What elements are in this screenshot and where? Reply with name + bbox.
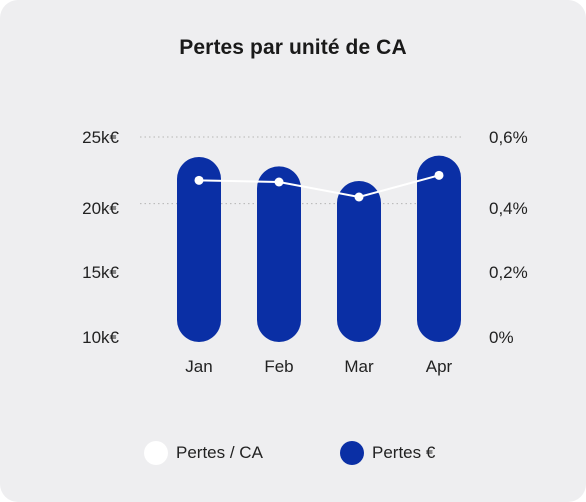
x-tick-apr: Apr [426,357,453,376]
legend-swatch-losses [340,441,364,465]
right-tick-1: 0,2% [489,263,528,282]
legend-item-losses: Pertes € [340,440,435,466]
right-axis-ticks: 0% 0,2% 0,4% 0,6% [489,128,528,347]
ratio-point-apr [434,170,444,180]
x-tick-feb: Feb [264,357,293,376]
combo-chart: 10k€ 15k€ 20k€ 25k€ 0% 0,2% 0,4% 0,6% Jan Feb Ma… [82,128,528,376]
left-tick-1: 15k€ [82,263,119,282]
ratio-point-feb [274,177,284,187]
ratio-line-path [198,174,440,199]
right-tick-0: 0% [489,328,514,347]
ratio-point-jan [194,175,204,185]
bar-feb [257,166,301,342]
x-axis-ticks: Jan Feb Mar Apr [185,357,452,376]
bar-apr [417,155,461,342]
x-tick-mar: Mar [344,357,374,376]
right-tick-2: 0,4% [489,199,528,218]
left-tick-3: 25k€ [82,128,119,147]
legend-item-ratio: Pertes / CA [144,440,263,466]
legend-swatch-ratio [144,441,168,465]
left-tick-2: 20k€ [82,199,119,218]
bar-jan [177,157,221,342]
bars [177,155,461,342]
ratio-point-mar [354,192,364,202]
x-tick-jan: Jan [185,357,212,376]
right-tick-3: 0,6% [489,128,528,147]
legend-label-losses: Pertes € [372,443,436,462]
bar-mar [337,181,381,342]
ratio-line [194,170,444,202]
chart-title: Pertes par unité de CA [179,36,407,59]
legend-label-ratio: Pertes / CA [176,443,263,462]
left-tick-0: 10k€ [82,328,119,347]
left-axis-ticks: 10k€ 15k€ 20k€ 25k€ [82,128,119,347]
